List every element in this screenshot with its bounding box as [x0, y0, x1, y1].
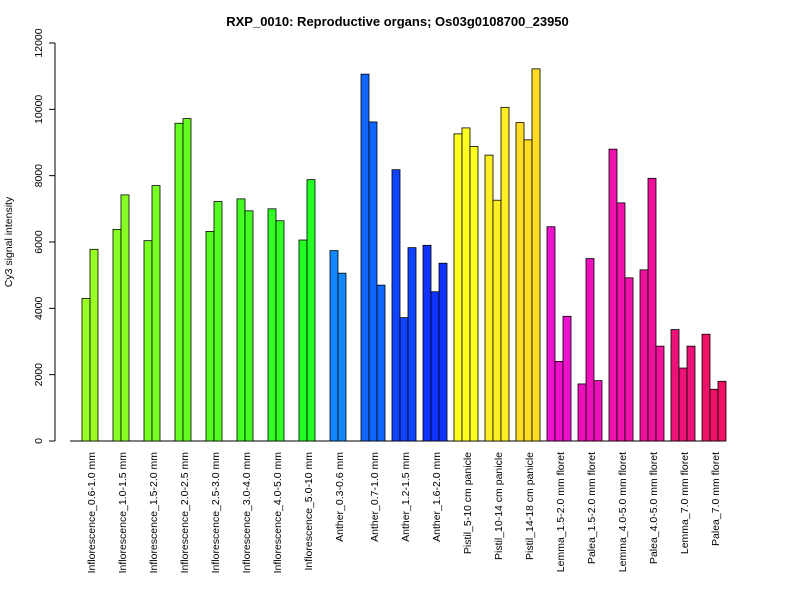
bar [438, 262, 448, 442]
bar [306, 179, 316, 442]
bar [267, 208, 277, 442]
y-axis-label: Cy3 signal intensity [3, 196, 15, 287]
x-tick-label: Pistil_5-10 cm panicle [462, 452, 474, 554]
bar [205, 230, 215, 442]
bar [577, 383, 587, 442]
y-tick-label: 0 [33, 438, 45, 444]
bar [275, 220, 285, 442]
bar [655, 345, 665, 442]
bar [639, 269, 649, 442]
bar [686, 345, 696, 442]
x-tick-label: Inflorescence_4.0-5.0 mm [272, 452, 284, 574]
x-tick-label: Inflorescence_0.6-1.0 mm [86, 452, 98, 574]
bar [616, 202, 626, 442]
bar [360, 73, 370, 442]
x-tick-label: Inflorescence_5.0-10 mm [303, 452, 315, 571]
bar [407, 247, 417, 442]
bar [81, 297, 91, 442]
bar [531, 68, 541, 442]
bar [461, 127, 471, 442]
y-tick-label: 2000 [33, 363, 45, 387]
y-tick-label: 6000 [33, 230, 45, 254]
bar [236, 198, 246, 442]
bar [213, 201, 223, 442]
bar [647, 177, 657, 442]
y-tick-label: 10000 [33, 95, 45, 124]
bar [678, 367, 688, 442]
bar [492, 199, 502, 442]
bar [120, 194, 130, 442]
x-tick-label: Anther_0.7-1.0 mm [369, 452, 381, 542]
x-tick-label: Inflorescence_2.0-2.5 mm [179, 452, 191, 574]
bar [585, 258, 595, 442]
bar [717, 380, 727, 442]
bar [515, 122, 525, 442]
bar [244, 210, 254, 442]
x-tick-label: Lemma_4.0-5.0 mm floret [617, 452, 629, 572]
x-tick-label: Inflorescence_1.0-1.5 mm [117, 452, 129, 574]
x-tick-label: Lemma_1.5-2.0 mm floret [555, 452, 567, 572]
bar [554, 360, 564, 442]
bar [422, 244, 432, 442]
bar [298, 239, 308, 442]
x-tick-label: Lemma_7.0 mm floret [679, 452, 691, 554]
bar [453, 133, 463, 442]
bar [500, 106, 510, 442]
x-tick-label: Inflorescence_3.0-4.0 mm [241, 452, 253, 574]
x-tick-label: Pistil_10-14 cm panicle [493, 452, 505, 560]
x-tick-label: Palea_1.5-2.0 mm floret [586, 452, 598, 564]
bar [399, 317, 409, 442]
bar [469, 146, 479, 442]
bar [391, 169, 401, 442]
bar [670, 329, 680, 442]
bar [182, 118, 192, 442]
bar [484, 154, 494, 442]
bar [430, 291, 440, 442]
bar [174, 122, 184, 442]
bar [151, 185, 161, 442]
bar [376, 284, 386, 442]
x-tick-label: Anther_1.6-2.0 mm [431, 452, 443, 542]
bar [562, 315, 572, 442]
bar [89, 248, 99, 442]
bar [143, 240, 153, 442]
chart-title: RXP_0010: Reproductive organs; Os03g0108… [226, 14, 569, 29]
bar [608, 148, 618, 442]
bar [546, 226, 556, 442]
x-tick-label: Palea_4.0-5.0 mm floret [648, 452, 660, 564]
y-tick-label: 8000 [33, 164, 45, 188]
bar [337, 272, 347, 442]
bar [112, 228, 122, 442]
bar [329, 250, 339, 442]
bar [523, 139, 533, 442]
bar [624, 277, 634, 442]
x-tick-label: Inflorescence_2.5-3.0 mm [210, 452, 222, 574]
x-tick-label: Palea_7.0 mm floret [710, 452, 722, 546]
x-tick-label: Pistil_14-18 cm panicle [524, 452, 536, 560]
y-tick-label: 4000 [33, 296, 45, 320]
x-tick-label: Anther_1.2-1.5 mm [400, 452, 412, 542]
bar [593, 380, 603, 442]
bar [701, 333, 711, 442]
x-tick-label: Anther_0.3-0.6 mm [334, 452, 346, 542]
bar [368, 121, 378, 442]
y-tick-label: 12000 [33, 28, 45, 57]
x-tick-label: Inflorescence_1.5-2.0 mm [148, 452, 160, 574]
bar [709, 388, 719, 442]
